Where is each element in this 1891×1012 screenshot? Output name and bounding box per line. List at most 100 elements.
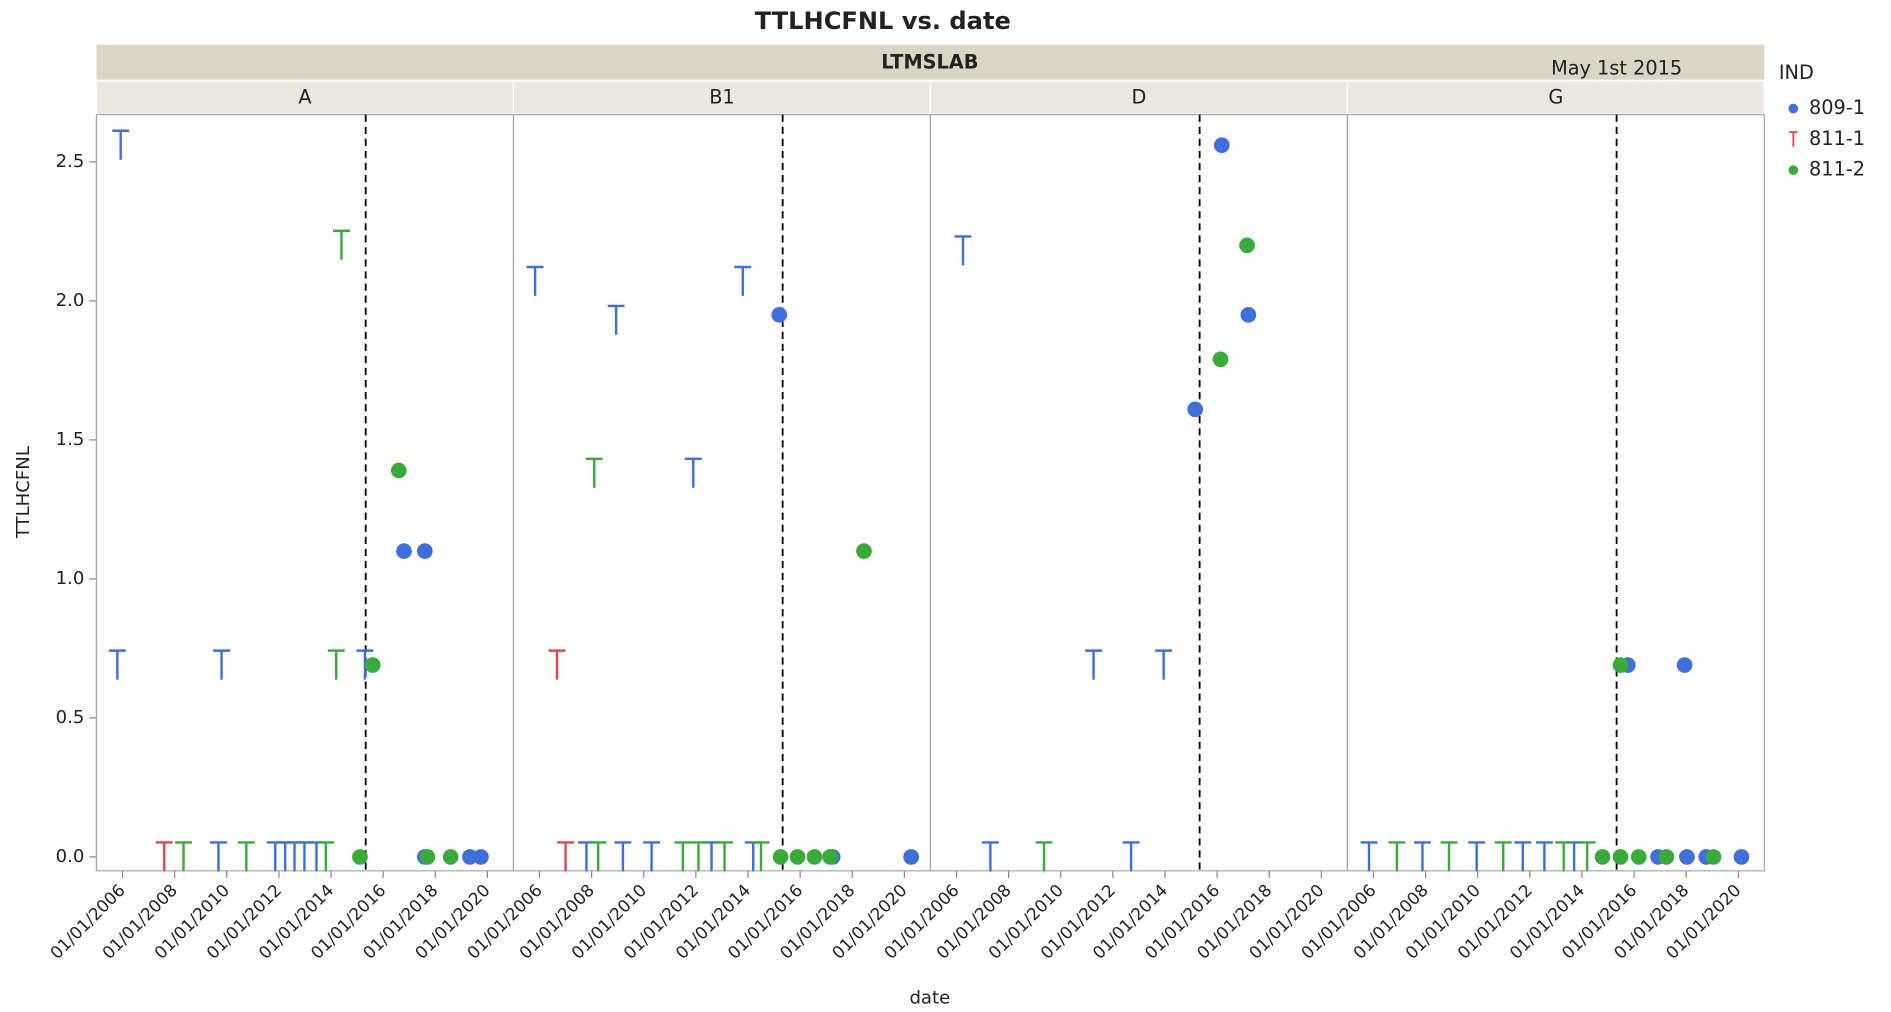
point-t [526,265,544,296]
point-t [548,649,566,680]
legend-label: 811-1 [1809,127,1865,150]
panel-label: B1 [709,85,735,108]
point [1612,849,1629,865]
point-t [155,841,173,872]
point-t [108,649,126,680]
legend-marker [1789,131,1798,147]
panel-frame [95,114,515,872]
point [364,657,381,673]
panel-frame [929,114,1349,872]
point-t [1360,841,1378,872]
point-t [333,229,350,260]
point [1240,306,1257,323]
point [1705,849,1722,865]
point-t [1155,649,1173,680]
legend-marker [1788,103,1799,114]
point-t [690,841,707,872]
point-t [1035,841,1053,872]
point-t [1414,841,1431,872]
point [1676,657,1693,673]
point [1733,849,1750,865]
point-t [981,841,999,872]
point-t [1578,841,1596,872]
point-t [674,841,692,872]
point [390,462,407,479]
point-t [1514,841,1532,872]
point [442,849,459,865]
point [856,543,872,559]
point [1239,237,1255,254]
point [903,849,919,865]
y-axis-label: TTLHCFNL [13,446,34,539]
y-tick-label: 0.0 [56,846,85,867]
group-header [96,44,1765,80]
y-tick-label: 0.5 [56,707,85,728]
legend-label: 811-2 [1809,158,1865,181]
point-t [266,841,284,872]
point [1187,401,1204,418]
point-t [276,841,294,872]
point [1679,849,1695,865]
point-t [703,841,720,872]
point [1212,351,1229,368]
point-t [175,841,192,872]
point-t [327,649,345,680]
point-t [744,841,762,872]
point-t [1535,841,1553,872]
x-axis-label: date [909,988,950,1009]
point-t [614,841,632,872]
point-t [1388,841,1406,872]
panel-frame [512,114,932,872]
point-t [286,841,303,872]
point [352,849,368,865]
point-t [1565,841,1583,872]
group-label: LTMSLAB [881,50,978,73]
point-t [589,841,607,872]
point-t [1440,841,1458,872]
point-t [237,841,255,872]
reference-label: May 1st 2015 [1551,56,1682,79]
legend-label: 809-1 [1809,96,1865,119]
point-t [1085,649,1103,680]
point [396,543,412,559]
point-t [296,841,313,872]
y-tick-label: 2.5 [56,151,85,172]
point [1612,657,1629,673]
point-t [734,265,752,296]
point [822,849,838,865]
y-tick-label: 1.5 [56,429,85,450]
point [789,849,806,865]
point-t [1468,841,1486,872]
point-t [954,235,972,266]
panel-header [929,80,1349,116]
point-t [1555,841,1573,872]
y-tick-label: 2.0 [56,290,85,311]
point-t [643,841,661,872]
point [473,849,489,865]
panel-header [1346,80,1765,116]
point [771,306,788,323]
point-t [752,841,770,872]
point [419,849,436,865]
point-t [210,841,227,872]
legend-title: IND [1779,61,1814,84]
point [1594,849,1611,865]
point [1630,849,1647,865]
y-tick-label: 1.0 [56,568,85,589]
point [417,543,433,559]
point-t [1122,841,1140,872]
point-t [607,304,625,335]
chart-title: TTLHCFNL vs. date [755,7,1011,35]
point-t [585,457,603,488]
point-t [112,129,130,160]
point [1213,137,1230,154]
point-t [1494,841,1512,872]
panel-frame [1346,114,1765,872]
legend-marker [1788,165,1799,175]
point [806,849,823,865]
point-t [317,841,335,872]
point [462,849,478,865]
point-t [684,457,702,488]
point [772,849,789,865]
